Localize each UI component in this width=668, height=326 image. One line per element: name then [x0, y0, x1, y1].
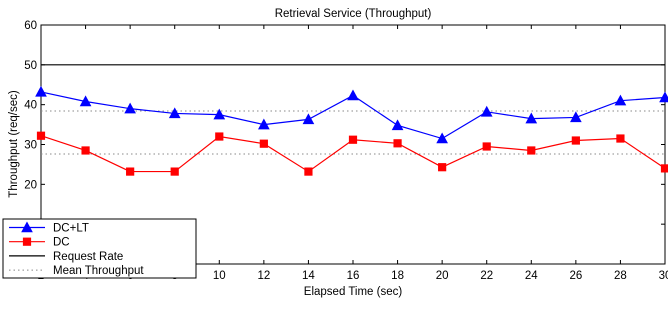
x-tick-label: 26 [569, 270, 582, 282]
x-tick-label: 18 [391, 270, 404, 282]
series-markers [35, 85, 668, 176]
x-axis-title: Elapsed Time (sec) [304, 286, 403, 298]
x-tick-label: 10 [213, 270, 226, 282]
x-tick-label: 24 [525, 270, 538, 282]
x-tick-label: 22 [480, 270, 493, 282]
dc-point [482, 142, 491, 151]
dc-lt-point [525, 112, 538, 124]
dc-lt-point [480, 105, 493, 117]
dc-point [660, 164, 668, 173]
dc-lt-point [124, 102, 136, 114]
y-axis-title: Throughput (req/sec) [8, 90, 20, 198]
dc-point [126, 167, 135, 176]
chart-title: Retrieval Service (Throughput) [275, 8, 432, 20]
series-lines [40, 91, 666, 173]
legend-marker-dc-lt [21, 221, 33, 233]
legend-label-dc: DC [53, 237, 70, 249]
y-tick-label: 30 [24, 140, 37, 152]
x-tick-label: 12 [257, 270, 270, 282]
x-tick-label: 16 [347, 270, 360, 282]
y-tick-label: 20 [24, 179, 37, 191]
dc-lt-point [436, 132, 448, 144]
y-tick-label: 40 [24, 100, 37, 112]
dc-lt-point [347, 89, 359, 101]
y-tick-label: 60 [24, 20, 37, 32]
dc-lt-point [168, 107, 181, 119]
dc-point [304, 167, 313, 176]
dc-lt-point [79, 95, 92, 107]
dc-lt-point [614, 94, 627, 106]
dc-lt-point [35, 85, 47, 97]
dc-point [616, 134, 625, 143]
legend-label-dc-lt: DC+LT [53, 223, 89, 235]
dc-lt-point [570, 111, 582, 123]
dc-lt-point [213, 108, 226, 120]
dc-point [81, 146, 90, 155]
dc-point [438, 163, 447, 172]
dc-point [215, 132, 224, 141]
x-tick-label: 20 [436, 270, 449, 282]
dc-lt-point [302, 113, 315, 125]
x-tick-label: 30 [659, 270, 668, 282]
legend: DC+LT DC Request Rate Mean Throughput [2, 218, 197, 279]
legend-box [2, 218, 197, 279]
legend-label-mean-throughput: Mean Throughput [53, 265, 144, 277]
legend-marker-dc [22, 237, 32, 246]
dc-point [36, 131, 46, 140]
x-tick-label: 28 [614, 270, 627, 282]
mean-throughput-lines [41, 110, 665, 155]
dc-point [170, 167, 179, 176]
dc-point [259, 139, 268, 148]
dc-lt-point [391, 119, 404, 131]
dc-lt-point [659, 91, 668, 103]
dc-point [571, 136, 580, 145]
dc-point [348, 135, 358, 144]
y-tick-label: 50 [24, 60, 37, 72]
x-tick-label: 14 [302, 270, 315, 282]
legend-label-request-rate: Request Rate [53, 251, 123, 263]
dc-point [393, 139, 402, 148]
dc-lt-point [258, 118, 270, 130]
dc-point [527, 146, 536, 155]
